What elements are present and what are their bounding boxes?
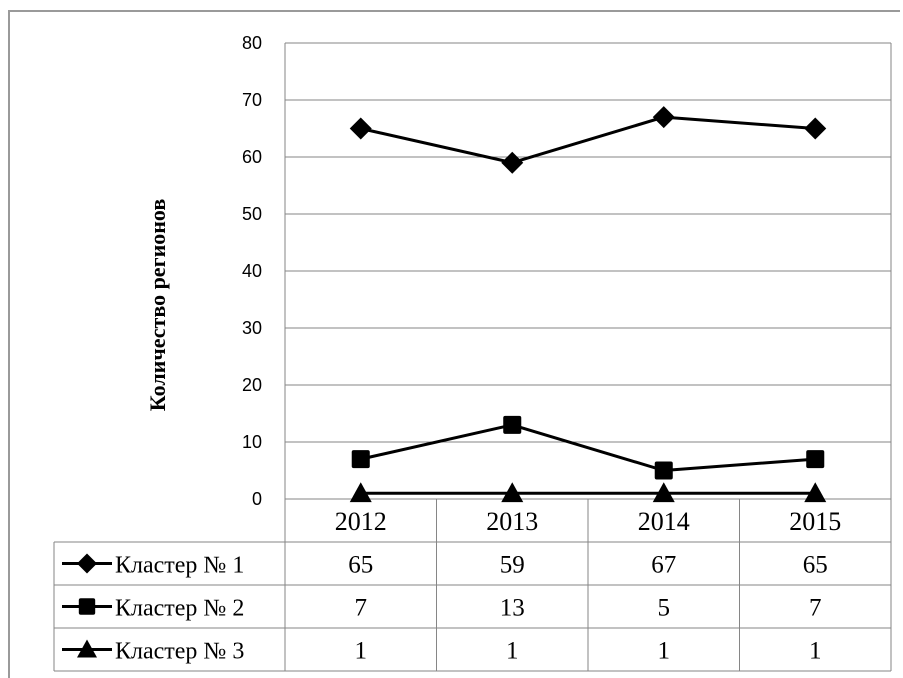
data-table-value: 1 xyxy=(506,638,519,665)
category-label: 2013 xyxy=(486,507,538,536)
data-point xyxy=(804,117,827,140)
data-table-value: 7 xyxy=(355,595,368,622)
legend-key-marker xyxy=(77,639,97,658)
series-line xyxy=(360,423,816,472)
legend-label: Кластер № 3 xyxy=(115,639,244,665)
category-label: 2012 xyxy=(335,507,387,536)
data-point xyxy=(349,482,372,503)
y-tick-label: 20 xyxy=(242,375,262,395)
y-tick-label: 60 xyxy=(242,147,262,167)
category-label: 2015 xyxy=(789,507,841,536)
data-point xyxy=(501,151,524,174)
legend-key-marker xyxy=(78,598,96,615)
data-table-value: 65 xyxy=(803,552,828,579)
data-point xyxy=(501,482,524,503)
data-point xyxy=(652,106,675,129)
data-point xyxy=(652,482,675,503)
y-tick-label: 50 xyxy=(242,204,262,224)
y-tick-label: 80 xyxy=(242,33,262,53)
y-tick-label: 40 xyxy=(242,261,262,281)
data-point xyxy=(503,415,522,434)
y-tick-label: 10 xyxy=(242,432,262,452)
data-point xyxy=(654,461,673,480)
gridlines xyxy=(285,42,891,443)
y-axis-label: Количество регионов xyxy=(145,199,170,412)
data-table-value: 67 xyxy=(651,552,676,579)
series-line xyxy=(360,115,816,165)
legend-key-marker xyxy=(77,553,97,574)
y-tick-label: 0 xyxy=(252,489,262,509)
data-table-value: 1 xyxy=(355,638,368,665)
data-point xyxy=(804,482,827,503)
data-table-value: 65 xyxy=(348,552,373,579)
data-table-value: 7 xyxy=(809,595,822,622)
data-point xyxy=(806,450,825,469)
data-table-value: 59 xyxy=(500,552,525,579)
y-tick-labels: 0 10 20 30 40 50 60 70 80 xyxy=(242,33,262,509)
chart-frame xyxy=(8,10,900,678)
legend-label: Кластер № 1 xyxy=(115,553,244,579)
data-table-value: 5 xyxy=(658,595,671,622)
data-point xyxy=(349,117,372,140)
data-table-value: 1 xyxy=(809,638,822,665)
data-point xyxy=(351,450,370,469)
y-tick-label: 30 xyxy=(242,318,262,338)
series-lines xyxy=(349,106,827,503)
y-tick-label: 70 xyxy=(242,90,262,110)
category-label: 2014 xyxy=(638,507,690,536)
data-table-value: 1 xyxy=(658,638,671,665)
legend-label: Кластер № 2 xyxy=(115,596,244,622)
data-table-value: 13 xyxy=(500,595,525,622)
